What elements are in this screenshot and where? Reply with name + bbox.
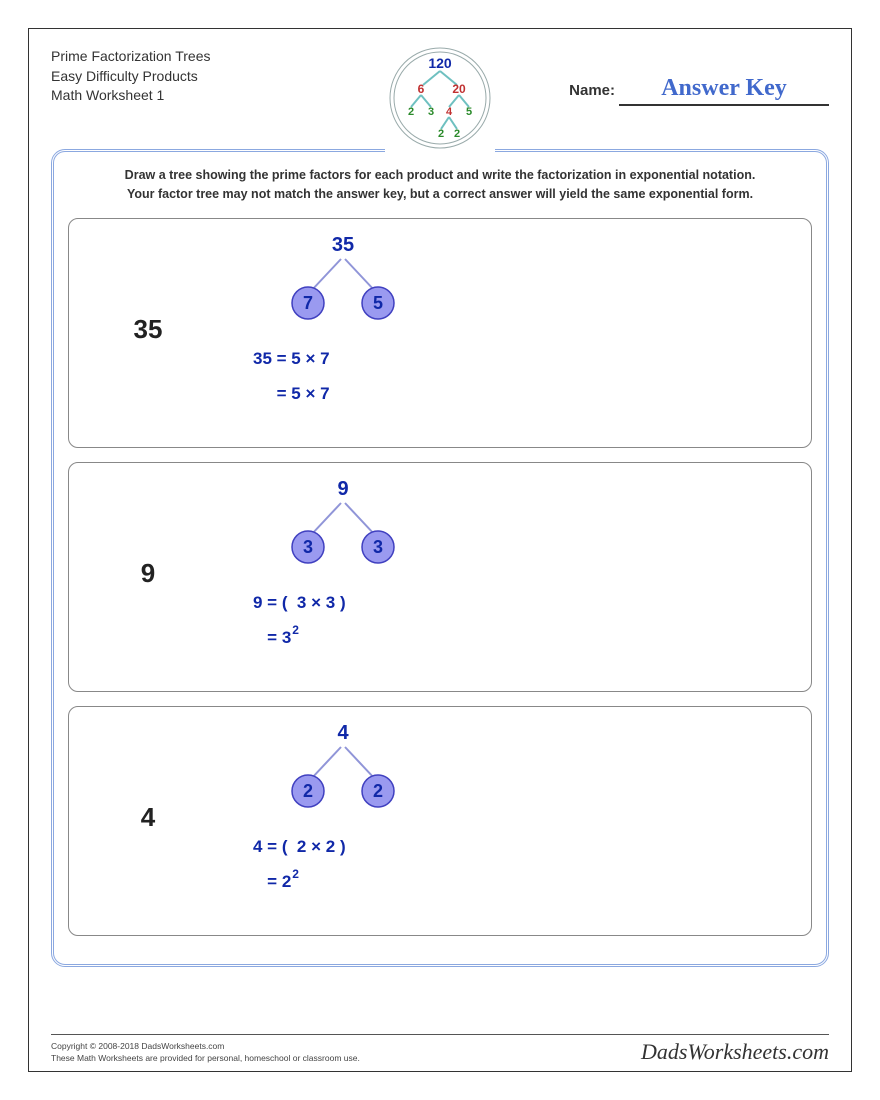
worksheet-page: Prime Factorization Trees Easy Difficult…	[28, 28, 852, 1072]
problem-number: 4	[83, 719, 213, 917]
instructions-line-1: Draw a tree showing the prime factors fo…	[78, 166, 802, 185]
svg-text:20: 20	[452, 82, 466, 96]
problem-solution: 9 3 3 9 = ( 3 × 3 ) = 32	[213, 475, 797, 673]
equations: 35 = 5 × 7 = 5 × 7	[253, 341, 330, 412]
problem-solution: 35 7 5 35 = 5 × 7 = 5 × 7	[213, 231, 797, 429]
equation-line-1: 4 = ( 2 × 2 )	[253, 829, 346, 865]
footer-left: Copyright © 2008-2018 DadsWorksheets.com…	[51, 1041, 360, 1065]
title-line-2: Easy Difficulty Products	[51, 67, 271, 87]
header: Prime Factorization Trees Easy Difficult…	[51, 47, 829, 147]
svg-text:5: 5	[373, 293, 383, 313]
svg-text:9: 9	[337, 478, 348, 500]
title-block: Prime Factorization Trees Easy Difficult…	[51, 47, 271, 106]
svg-text:120: 120	[428, 55, 452, 71]
title-line-1: Prime Factorization Trees	[51, 47, 271, 67]
equations: 9 = ( 3 × 3 ) = 32	[253, 585, 346, 656]
svg-text:2: 2	[303, 781, 313, 801]
equation-line-1: 35 = 5 × 7	[253, 341, 330, 377]
instructions-line-2: Your factor tree may not match the answe…	[78, 185, 802, 204]
svg-text:4: 4	[337, 722, 349, 744]
name-block: Name: Answer Key	[569, 75, 829, 106]
factor-tree-icon: 4 2 2	[253, 719, 433, 819]
equation-line-1: 9 = ( 3 × 3 )	[253, 585, 346, 621]
svg-text:3: 3	[428, 106, 434, 118]
equation-line-2: = 32	[253, 620, 346, 656]
svg-text:2: 2	[438, 128, 444, 140]
title-line-3: Math Worksheet 1	[51, 86, 271, 106]
svg-text:2: 2	[408, 106, 414, 118]
svg-text:35: 35	[332, 234, 354, 256]
equation-line-2: = 5 × 7	[253, 376, 330, 412]
svg-text:6: 6	[418, 82, 425, 96]
svg-text:3: 3	[373, 537, 383, 557]
logo-icon: 120 6 20 2 3 4 5 2 2	[385, 43, 495, 153]
svg-text:2: 2	[454, 128, 460, 140]
problem-number: 9	[83, 475, 213, 673]
footer: Copyright © 2008-2018 DadsWorksheets.com…	[51, 1034, 829, 1065]
svg-text:7: 7	[303, 293, 313, 313]
factor-tree-icon: 35 7 5	[253, 231, 433, 331]
instructions: Draw a tree showing the prime factors fo…	[68, 166, 812, 204]
equation-line-2: = 22	[253, 864, 346, 900]
factor-tree-icon: 9 3 3	[253, 475, 433, 575]
name-label: Name:	[569, 82, 615, 99]
problem-box: 35 35 7 5 35 = 5 × 7 = 5 × 7	[68, 218, 812, 448]
brand-text: DadsWorksheets.com	[641, 1039, 829, 1065]
equations: 4 = ( 2 × 2 ) = 22	[253, 829, 346, 900]
svg-text:4: 4	[446, 106, 453, 118]
problem-number: 35	[83, 231, 213, 429]
svg-text:3: 3	[303, 537, 313, 557]
svg-text:2: 2	[373, 781, 383, 801]
content-frame: Draw a tree showing the prime factors fo…	[51, 149, 829, 967]
copyright-text: Copyright © 2008-2018 DadsWorksheets.com	[51, 1041, 360, 1053]
answer-key-text: Answer Key	[619, 75, 829, 106]
footer-note: These Math Worksheets are provided for p…	[51, 1053, 360, 1065]
problem-box: 9 9 3 3 9 = ( 3 × 3 ) = 32	[68, 462, 812, 692]
problem-solution: 4 2 2 4 = ( 2 × 2 ) = 22	[213, 719, 797, 917]
svg-text:5: 5	[466, 106, 472, 118]
problem-box: 4 4 2 2 4 = ( 2 × 2 ) = 22	[68, 706, 812, 936]
